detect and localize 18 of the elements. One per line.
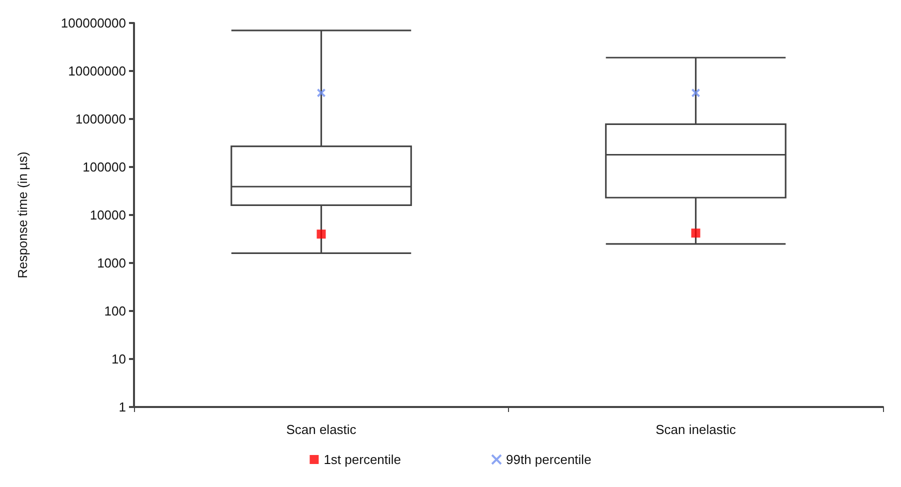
- y-axis-title: Response time (in µs): [15, 152, 30, 278]
- y-tick-label: 10000: [90, 208, 126, 222]
- y-tick-label: 10: [112, 352, 126, 366]
- y-tick-label: 100000: [82, 160, 126, 174]
- point: [691, 88, 700, 98]
- point: [316, 88, 326, 98]
- y-tick-label: 1000000: [75, 112, 126, 126]
- legend-label: 99th percentile: [506, 452, 592, 467]
- y-tick-label: 1: [118, 400, 126, 414]
- y-tick-label: 100: [104, 304, 126, 318]
- y-tick-label: 1000: [97, 256, 126, 270]
- y-tick-label: 10000000: [68, 64, 126, 78]
- x-tick-label: Scan elastic: [286, 422, 357, 437]
- legend-label: 1st percentile: [324, 452, 402, 467]
- x-tick-label: Scan inelastic: [656, 422, 736, 437]
- y-tick-label: 100000000: [60, 16, 126, 30]
- point: [316, 230, 326, 239]
- point: [691, 228, 700, 238]
